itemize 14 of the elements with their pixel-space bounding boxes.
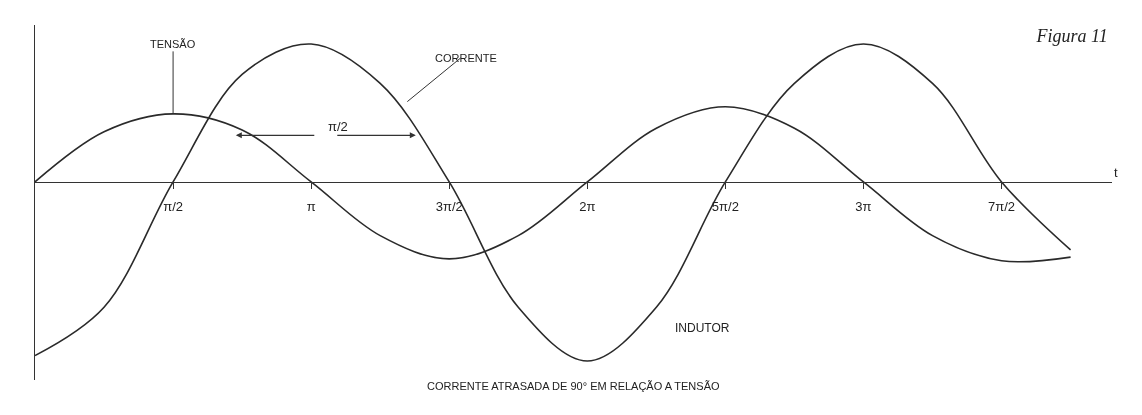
annotation: CORRENTE (435, 52, 497, 64)
x-tick-label: 3π/2 (435, 198, 463, 214)
x-axis-title: t (1114, 165, 1118, 180)
x-tick-label: 7π/2 (988, 198, 1016, 214)
chart-title: Figura 11 (1035, 25, 1108, 46)
x-tick-label: 3π (855, 198, 872, 214)
x-tick-label: 5π/2 (711, 198, 739, 214)
x-tick-label: 2π (579, 198, 596, 214)
x-tick-label: π (306, 198, 316, 214)
annotation: TENSÃO (150, 38, 196, 50)
text: CORRENTE ATRASADA DE 90° EM RELAÇÃO A TENSÃO (427, 380, 720, 392)
annotation: INDUTOR (675, 321, 730, 335)
x-tick-label: π/2 (163, 198, 183, 214)
annotation: π/2 (328, 119, 348, 134)
